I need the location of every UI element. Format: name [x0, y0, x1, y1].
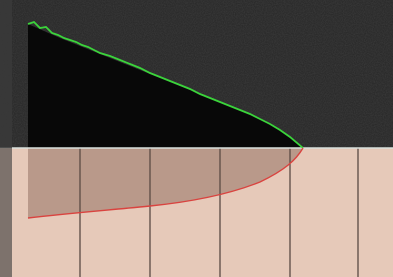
scope-photo: [0, 0, 393, 277]
left-bezel-lower: [0, 148, 12, 277]
